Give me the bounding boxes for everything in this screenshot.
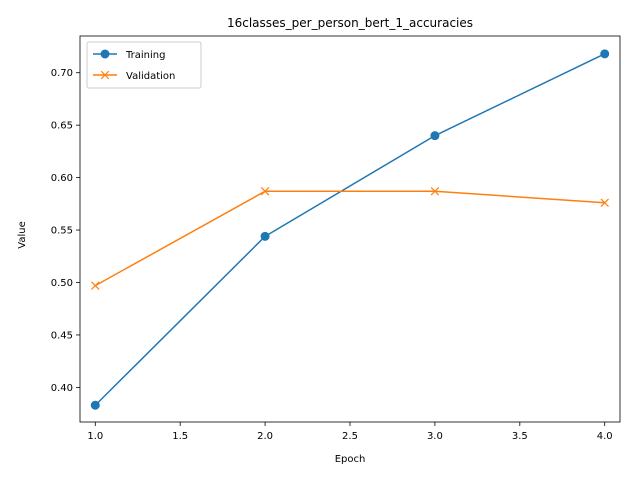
data-point-validation-stroke — [600, 198, 609, 208]
legend: Training Validation — [86, 41, 202, 89]
data-point-validation-stroke — [260, 187, 270, 196]
data-point-validation — [430, 187, 440, 196]
legend-label-validation: Validation — [126, 71, 175, 82]
x-tick-label: 2.5 — [342, 431, 358, 442]
x-axis-label: Epoch — [335, 454, 366, 465]
y-tick-label: 0.50 — [51, 278, 73, 289]
x-tick-label: 2.0 — [257, 431, 273, 442]
y-axis-label: Value — [17, 221, 28, 248]
series-line-training — [94, 53, 606, 406]
x-tick-label: 4.0 — [597, 431, 613, 442]
data-point-training — [260, 231, 270, 241]
data-point-training — [90, 400, 100, 410]
y-tick-label: 0.45 — [51, 330, 73, 341]
legend-marker-validation-stroke — [100, 70, 110, 80]
data-point-training — [600, 49, 610, 59]
data-point-validation — [600, 198, 609, 208]
y-tick-label: 0.65 — [51, 121, 73, 132]
x-tick-label: 3.0 — [427, 431, 443, 442]
data-point-validation — [91, 281, 100, 290]
legend-marker-training — [100, 49, 110, 59]
y-tick-label: 0.60 — [51, 173, 73, 184]
data-point-validation — [260, 187, 270, 196]
legend-marker-validation — [100, 70, 110, 80]
y-tick-label: 0.70 — [51, 68, 73, 79]
x-tick-label: 3.5 — [512, 431, 528, 442]
chart-title: 16classes_per_person_bert_1_accuracies — [227, 16, 473, 30]
series-line-validation — [94, 190, 605, 287]
data-point-validation-stroke — [430, 187, 440, 196]
data-point-training — [430, 131, 440, 141]
legend-label-training: Training — [125, 50, 165, 61]
x-tick-label: 1.5 — [172, 431, 188, 442]
y-tick-label: 0.40 — [51, 383, 73, 394]
y-tick-label: 0.55 — [51, 226, 73, 237]
data-point-validation-stroke — [91, 281, 100, 290]
plot-area: 1.0 1.5 2.0 2.5 3.0 3.5 4.0 0.40 0.45 0.50 0.55 0.6… — [51, 35, 621, 442]
x-tick-label: 1.0 — [87, 431, 103, 442]
